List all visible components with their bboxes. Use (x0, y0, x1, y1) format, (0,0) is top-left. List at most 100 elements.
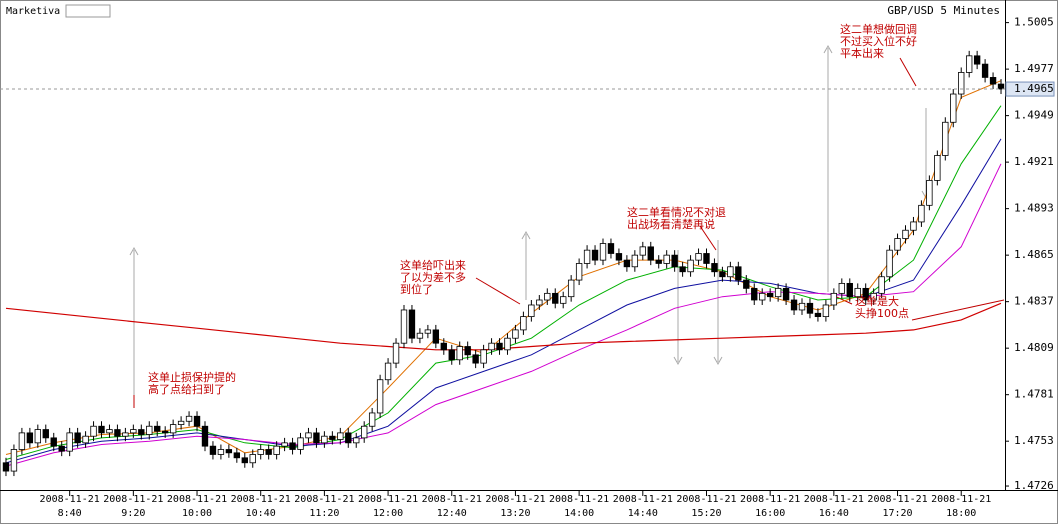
candle-body (886, 249, 893, 278)
candle-body (910, 221, 917, 231)
candle-body (806, 302, 814, 314)
candle-body (528, 304, 535, 318)
candle-body (345, 432, 352, 444)
candle-body (177, 420, 185, 425)
candle-body (942, 121, 949, 156)
x-tick-date: 2008-11-21 (231, 494, 291, 505)
y-tick-label: 1.4726 (1014, 479, 1054, 492)
x-tick-date: 2008-11-21 (740, 494, 800, 505)
candle-body (496, 342, 503, 351)
candle-body (560, 296, 567, 304)
candle-body (217, 449, 225, 455)
y-tick-label: 1.4949 (1014, 109, 1054, 122)
candle-body (958, 72, 965, 95)
candle-body (392, 342, 400, 364)
candle-body (830, 292, 838, 306)
candle-body (138, 429, 145, 435)
candle-body (575, 263, 583, 281)
candle-body (297, 437, 304, 450)
candle-body (989, 77, 997, 85)
candle-body (146, 425, 153, 435)
candle-body (751, 287, 758, 301)
candle-body (480, 349, 487, 364)
annotation: 这二单想做回调 (840, 22, 917, 36)
candle-body (973, 55, 981, 65)
candle-body (663, 254, 670, 264)
x-tick-label: 11:20 (309, 508, 339, 519)
candle-body (918, 204, 925, 223)
candle-body (623, 259, 631, 268)
candle-body (456, 346, 463, 361)
candle-body (504, 337, 511, 351)
candle-body (432, 329, 440, 344)
candle-body (838, 282, 845, 294)
candle-body (305, 432, 312, 439)
x-tick-label: 10:40 (246, 508, 276, 519)
x-tick-date: 2008-11-21 (549, 494, 609, 505)
candle-body (82, 435, 89, 444)
candle-body (615, 253, 623, 261)
candle-body (583, 249, 591, 264)
candle-body (464, 346, 471, 356)
candle-body (18, 432, 26, 450)
x-tick-label: 12:00 (373, 508, 403, 519)
candle-body (329, 435, 336, 440)
candle-body (671, 254, 678, 268)
x-tick-label: 8:40 (58, 508, 82, 519)
candle-body (337, 432, 344, 440)
candle-body (934, 155, 941, 181)
annotation: 高了点给扫到了 (148, 382, 225, 396)
last-price-box (1005, 81, 1055, 97)
candle-body (814, 312, 822, 318)
candle-body (735, 266, 742, 281)
annotation: 不过买入位不好 (840, 34, 917, 48)
x-tick-label: 14:00 (564, 508, 594, 519)
candle-body (599, 243, 607, 261)
candle-body (130, 429, 137, 434)
candle-body (647, 246, 654, 261)
candle-body (759, 292, 766, 301)
x-tick-label: 16:40 (819, 508, 849, 519)
candle-body (440, 342, 447, 351)
candle-body (368, 412, 376, 427)
candle-body (400, 309, 408, 344)
candle-body (66, 432, 73, 452)
candle-body (106, 429, 113, 434)
candle-body (313, 432, 320, 444)
candle-body (782, 287, 790, 301)
x-tick-date: 2008-11-21 (40, 494, 100, 505)
annotation: 了以为差不多 (400, 270, 466, 284)
last-price-label: 1.4965 (1014, 82, 1054, 95)
x-tick-date: 2008-11-21 (103, 494, 163, 505)
candle-body (249, 454, 256, 464)
y-tick-label: 1.4809 (1014, 341, 1054, 354)
candle-body (631, 254, 639, 268)
annotation: 出战场看清楚再说 (627, 217, 715, 231)
plot (2, 50, 1005, 477)
candle-body (193, 415, 201, 427)
candle-body (798, 302, 806, 311)
search-box[interactable] (65, 4, 111, 18)
candle-body (965, 55, 973, 73)
candle-body (273, 445, 280, 455)
candle-body (520, 316, 527, 331)
chart-title: GBP/USD 5 Minutes (887, 4, 1000, 17)
candle-body (846, 282, 853, 298)
candle-body (376, 379, 384, 414)
x-tick-date: 2008-11-21 (167, 494, 227, 505)
annotation: 这单是大 (855, 294, 899, 308)
candle-body (321, 435, 328, 444)
x-tick-date: 2008-11-21 (485, 494, 545, 505)
candle-body (10, 449, 18, 472)
x-tick-date: 2008-11-21 (804, 494, 864, 505)
candle-body (687, 259, 694, 273)
candle-body (289, 442, 296, 450)
x-tick-label: 13:20 (500, 508, 530, 519)
candle-body (353, 437, 360, 444)
x-tick-date: 2008-11-21 (613, 494, 673, 505)
candle-body (512, 329, 519, 339)
x-tick-label: 15:20 (691, 508, 721, 519)
candle-body (822, 304, 830, 318)
candle-body (926, 180, 933, 206)
